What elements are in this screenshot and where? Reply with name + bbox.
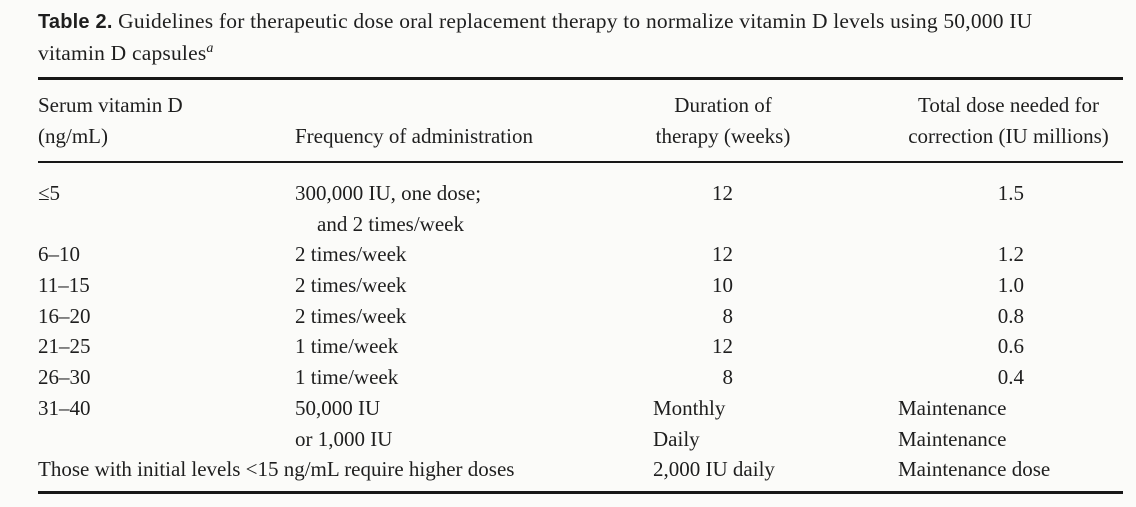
table-row: 21–25 1 time/week 12 0.6	[38, 331, 1123, 362]
cell-total-dose: 1.5	[997, 181, 1024, 205]
cell-duration: 12	[712, 242, 733, 267]
cell-frequency-continuation: and 2 times/week	[317, 211, 464, 236]
table-caption-text-line2: vitamin D capsules	[38, 41, 207, 65]
cell-serum	[38, 209, 295, 240]
cell-frequency: 1 time/week	[295, 365, 399, 390]
cell-serum: 31–40	[38, 395, 91, 420]
horizontal-rule-bottom	[38, 491, 1123, 494]
cell-frequency: 2 times/week	[295, 303, 407, 328]
cell-frequency: 1 time/week	[295, 334, 399, 359]
cell-total-dose: 1.2	[997, 242, 1024, 267]
column-header-total-dose-line2: correction (IU millions)	[908, 124, 1109, 148]
cell-total-dose: Maintenance	[898, 395, 1007, 420]
cell-serum: 11–15	[38, 273, 90, 298]
cell-duration: 8	[722, 365, 734, 390]
table-row: 26–30 1 time/week 8 0.4	[38, 362, 1123, 393]
cell-total-dose: 0.6	[997, 334, 1024, 359]
cell-total-dose	[833, 209, 1123, 240]
horizontal-rule-header	[38, 161, 1123, 163]
cell-total-dose: 0.8	[997, 303, 1024, 328]
cell-total-dose: 1.0	[997, 273, 1024, 298]
table-header: Serum vitamin D Duration of Total dose n…	[38, 90, 1123, 152]
horizontal-rule-top	[38, 77, 1123, 80]
cell-serum: ≤5	[38, 181, 61, 205]
cell-serum: 26–30	[38, 365, 91, 390]
table-row: 11–15 2 times/week 10 1.0	[38, 270, 1123, 301]
cell-note: Those with initial levels <15 ng/mL requ…	[38, 457, 515, 482]
cell-duration: 10	[712, 273, 733, 298]
cell-duration: Daily	[653, 426, 700, 451]
column-header-duration-line1: Duration of	[674, 93, 772, 117]
table-row: 6–10 2 times/week 12 1.2	[38, 239, 1123, 270]
cell-duration: 12	[712, 181, 733, 205]
column-header-total-dose-line1: Total dose needed for	[917, 93, 1100, 117]
table-caption: Table 2. Guidelines for therapeutic dose…	[38, 6, 1132, 69]
table-caption-text-line1: Guidelines for therapeutic dose oral rep…	[112, 9, 1033, 33]
table-body: ≤5 300,000 IU, one dose; 12 1.5 and 2 ti…	[38, 178, 1123, 485]
table-row: 31–40 50,000 IU Monthly Maintenance	[38, 393, 1123, 424]
cell-frequency: 2 times/week	[295, 273, 407, 298]
table-row: ≤5 300,000 IU, one dose; 12 1.5	[38, 178, 1123, 209]
table-row: and 2 times/week	[38, 209, 1123, 240]
table-caption-label: Table 2.	[38, 11, 113, 33]
column-header-serum-line1: Serum vitamin D	[38, 93, 183, 117]
cell-serum: 21–25	[38, 334, 91, 359]
column-header-frequency: Frequency of administration	[295, 124, 533, 148]
cell-frequency-continuation: or 1,000 IU	[295, 426, 393, 451]
cell-duration: 2,000 IU daily	[653, 457, 775, 482]
table-row: or 1,000 IU Daily Maintenance	[38, 424, 1123, 455]
cell-duration	[613, 209, 833, 240]
cell-total-dose: 0.4	[997, 365, 1024, 390]
cell-serum	[38, 424, 295, 455]
footnote-marker: a	[206, 40, 214, 56]
column-header-serum-line2: (ng/mL)	[38, 124, 108, 148]
table-row-note: Those with initial levels <15 ng/mL requ…	[38, 454, 1123, 485]
cell-serum: 6–10	[38, 242, 80, 267]
table-row: 16–20 2 times/week 8 0.8	[38, 301, 1123, 332]
cell-frequency: 300,000 IU, one dose;	[295, 181, 482, 205]
cell-frequency: 2 times/week	[295, 242, 407, 267]
cell-duration: 12	[712, 334, 733, 359]
cell-serum: 16–20	[38, 303, 91, 328]
cell-frequency: 50,000 IU	[295, 395, 381, 420]
cell-duration: Monthly	[653, 395, 726, 420]
cell-duration: 8	[722, 303, 734, 328]
column-header-duration-line2: therapy (weeks)	[655, 124, 791, 148]
cell-total-dose: Maintenance dose	[898, 457, 1051, 482]
cell-total-dose: Maintenance	[898, 426, 1007, 451]
column-header-spacer	[295, 90, 613, 121]
